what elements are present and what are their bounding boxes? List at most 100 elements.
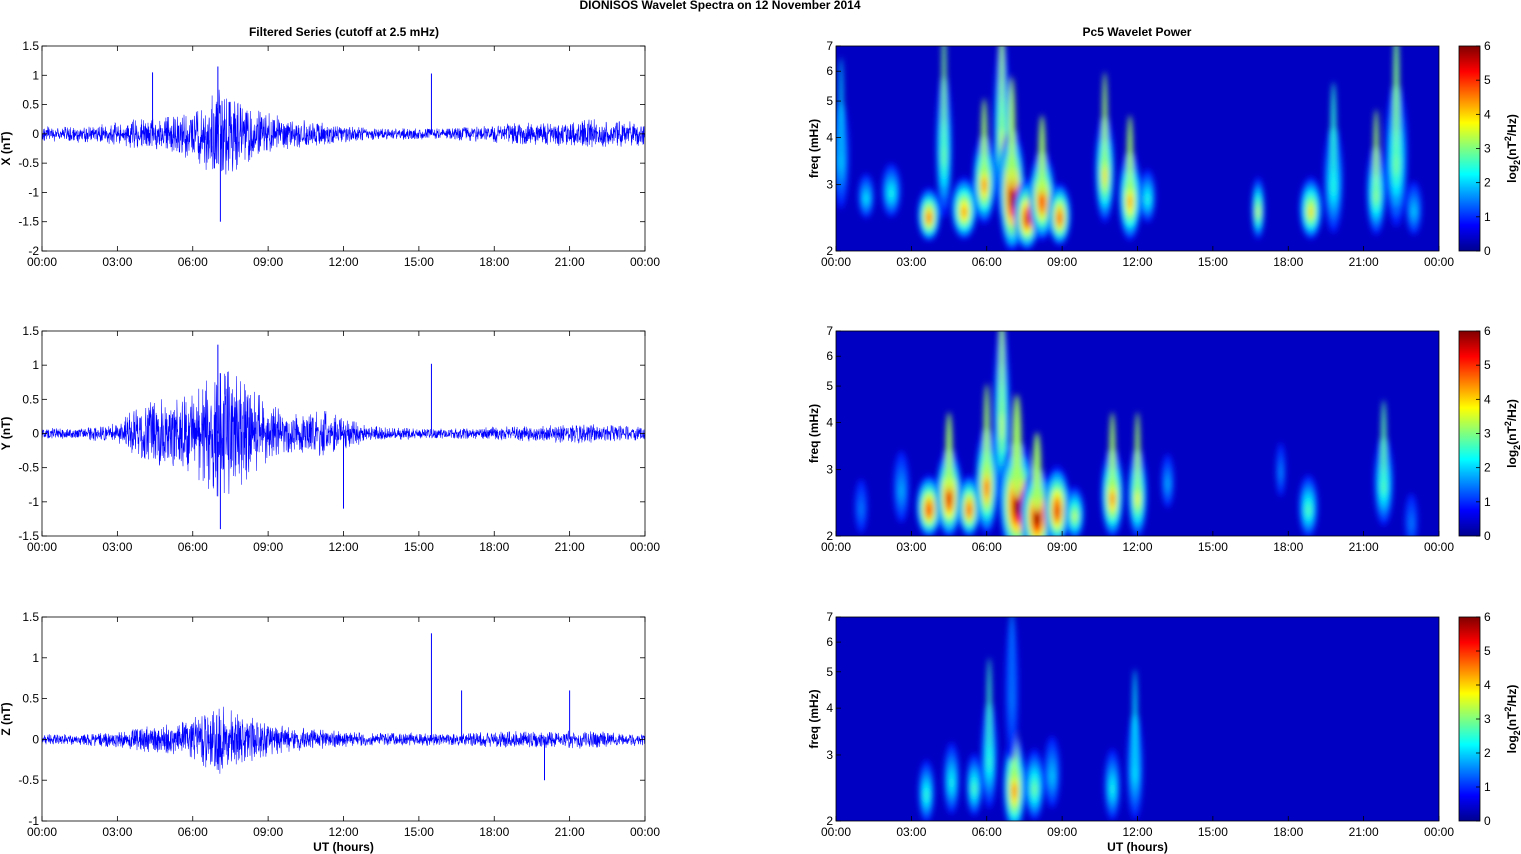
heatmap-cell <box>1024 212 1030 225</box>
y-tick-label: 7 <box>826 39 833 53</box>
x-tick-label: 21:00 <box>1349 540 1379 554</box>
y-tick-label: 0 <box>32 427 39 441</box>
y-tick-label: 4 <box>826 131 833 145</box>
y-tick-label: 5 <box>826 665 833 679</box>
heatmap-cell <box>1381 399 1387 481</box>
heatmap-cell <box>1373 109 1379 191</box>
x-tick-label: 06:00 <box>972 825 1002 839</box>
heatmap-cell <box>981 98 988 180</box>
heatmap-cell <box>1279 468 1282 478</box>
x-tick-label: 00:00 <box>821 825 851 839</box>
x-tick-label: 06:00 <box>178 540 208 554</box>
x-tick-label: 18:00 <box>479 255 509 269</box>
x-tick-label: 00:00 <box>1424 255 1454 269</box>
y-tick-label: 5 <box>826 379 833 393</box>
series-panel-2: -1.5 -1 -0.5 0 0.5 1 1.5 00:00 03:00 06:00 09:00 12… <box>0 324 660 554</box>
x-tick-label: 15:00 <box>1198 255 1228 269</box>
heatmap-cell <box>1394 151 1399 176</box>
heatmap-cell <box>1039 194 1045 210</box>
y-tick-label: -1 <box>28 814 39 828</box>
heatmap-cell <box>1054 504 1060 518</box>
y-tick-label: 5 <box>826 94 833 108</box>
heatmap-cell <box>1012 394 1022 500</box>
y-tick-label: 3 <box>826 178 833 192</box>
x-tick-label: 03:00 <box>896 255 926 269</box>
y-axis-label: freq (mHz) <box>807 689 821 748</box>
y-tick-label: 6 <box>826 349 833 363</box>
x-tick-label: 03:00 <box>102 825 132 839</box>
y-tick-label: -1 <box>28 495 39 509</box>
y-tick-label: 4 <box>826 416 833 430</box>
heatmap-cell <box>1032 432 1042 514</box>
heatmap-cell <box>1109 412 1116 494</box>
x-tick-label: 09:00 <box>253 825 283 839</box>
y-tick-label: -0.5 <box>18 461 39 475</box>
colorbar-tick-label: 1 <box>1484 495 1491 509</box>
heatmap-cell <box>1103 166 1107 185</box>
x-tick-label: 09:00 <box>1047 825 1077 839</box>
heatmap-cell <box>1073 512 1077 522</box>
y-axis-label: freq (mHz) <box>807 119 821 178</box>
heatmap-cells <box>836 46 1423 251</box>
x-tick-label: 18:00 <box>1273 255 1303 269</box>
x-tick-label: 03:00 <box>896 825 926 839</box>
x-tick-label: 12:00 <box>1122 825 1152 839</box>
figure-title: DIONISOS Wavelet Spectra on 12 November … <box>580 0 861 12</box>
x-tick-label: 03:00 <box>896 540 926 554</box>
y-tick-label: 2 <box>826 814 833 828</box>
x-tick-label: 09:00 <box>1047 255 1077 269</box>
colorbar-tick-label: 1 <box>1484 780 1491 794</box>
heatmap-cell <box>1410 519 1413 529</box>
y-tick-label: -2 <box>28 244 39 258</box>
plot-frame <box>41 616 646 822</box>
heatmap-cell <box>946 491 952 507</box>
heatmap-cell <box>967 504 972 516</box>
y-tick-label: 1 <box>32 358 39 372</box>
y-tick-label: 1.5 <box>22 610 39 624</box>
heatmap-cell <box>864 195 868 203</box>
heatmap-cell <box>1308 206 1313 218</box>
heatmap-cell <box>982 177 987 193</box>
heatmap-cell <box>1110 491 1115 507</box>
x-tick-label: 06:00 <box>972 540 1002 554</box>
colorbar-tick-label: 0 <box>1484 814 1491 828</box>
colorbar-tick-label: 3 <box>1484 712 1491 726</box>
heatmap-cell <box>1008 76 1016 191</box>
x-axis-label: UT (hours) <box>313 840 374 854</box>
colorbar-tick-label: 5 <box>1484 73 1491 87</box>
y-axis-label: X (nT) <box>0 132 13 166</box>
x-tick-label: 12:00 <box>328 825 358 839</box>
heatmap-cell <box>1038 114 1046 196</box>
heatmap-cell <box>1412 206 1416 216</box>
x-tick-label: 00:00 <box>821 540 851 554</box>
x-tick-label: 03:00 <box>102 540 132 554</box>
heatmap-cell <box>839 152 843 171</box>
heatmap-cell <box>1306 504 1310 516</box>
y-tick-label: 0.5 <box>22 98 39 112</box>
colorbar-tick-label: 4 <box>1484 678 1491 692</box>
x-tick-label: 18:00 <box>1273 825 1303 839</box>
heatmap-cell <box>1050 770 1054 783</box>
y-tick-label: -1.5 <box>18 529 39 543</box>
y-tick-label: 1.5 <box>22 39 39 53</box>
y-tick-label: 3 <box>826 748 833 762</box>
colorbar-tick-label: 2 <box>1484 461 1491 475</box>
x-tick-label: 00:00 <box>1424 825 1454 839</box>
heatmap-cells <box>854 331 1418 536</box>
colorbar-label: log2(nT2/Hz) <box>1503 114 1521 183</box>
heatmap-cell <box>1057 213 1062 224</box>
x-tick-label: 09:00 <box>253 540 283 554</box>
x-tick-label: 15:00 <box>1198 540 1228 554</box>
heatmap-cell <box>1331 177 1336 196</box>
heatmap-cell <box>899 485 903 498</box>
heatmap-cell <box>1010 617 1014 689</box>
heatmap-cell <box>889 189 893 199</box>
x-tick-label: 15:00 <box>404 540 434 554</box>
heatmap-cell <box>961 206 967 218</box>
series-trace <box>42 706 645 774</box>
heatmap-cell <box>1034 511 1040 527</box>
x-tick-label: 00:00 <box>27 540 57 554</box>
y-tick-label: 7 <box>826 610 833 624</box>
y-tick-label: -0.5 <box>18 156 39 170</box>
heatmap-cell <box>1146 194 1149 204</box>
